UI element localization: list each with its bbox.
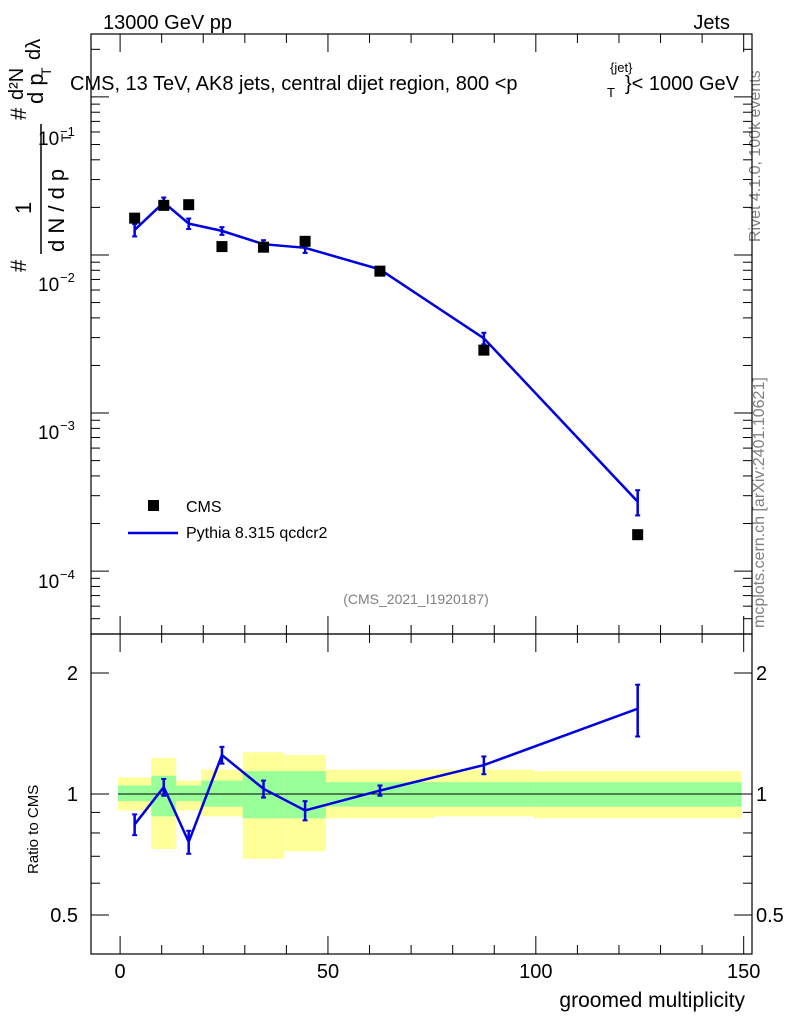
title-tail: }< 1000 GeV [625,73,740,95]
x-tick-label: 100 [519,961,552,983]
ratio-y-tick-label-right: 1 [756,784,767,806]
ratio-y-tick-label: 1 [67,784,78,806]
ytick-exp: −4 [60,567,75,582]
ytick-base: 10 [38,129,59,150]
main-y-ticks [91,34,752,635]
ratio-band-inner [176,785,202,802]
ytick-base: 10 [38,572,59,593]
ratio-y-tick-label-right: 2 [756,663,767,685]
legend-cms-label: CMS [186,499,222,516]
cms-data-point [299,235,311,247]
x-axis-label: groomed multiplicity [559,989,745,1012]
ratio-y-tick-label: 2 [67,663,78,685]
ratio-y-axis-label: Ratio to CMS [25,785,42,874]
ylabel-t: T [58,133,74,142]
ratio-band-inner [118,785,152,802]
ratio-ticks [91,634,752,955]
ylabel-hash2: # [6,107,31,120]
cms-data-point [374,265,386,277]
ylabel-dpt: d p [23,73,48,104]
plot-title: CMS, 13 TeV, AK8 jets, central dijet reg… [70,73,518,95]
ratio-panel [90,633,753,955]
ytick-label-1e-1: 10 −1 [38,124,75,150]
title-sub: T [607,85,615,100]
legend-mc-label: Pythia 8.315 qcdcr2 [186,525,328,542]
ytick-exp: −2 [60,270,75,285]
cms-data-point [129,212,141,224]
ratio-tick-labels: 0.5 0.5 1 1 2 2 0 50 100 150 [50,663,784,983]
ytick-label-1e-4: 10 −4 [38,567,75,593]
x-tick-label: 150 [727,961,760,983]
cms-data-point [216,241,228,253]
header-right: Jets [693,12,730,34]
cms-data-point [478,344,490,356]
legend: CMS Pythia 8.315 qcdcr2 [128,499,328,542]
ylabel-dn: d N / d p [44,169,69,252]
legend-cms-marker [148,500,159,511]
x-tick-label: 0 [115,961,126,983]
main-y-tick-labels: 10 −1 10 −2 10 −3 10 −4 [38,124,75,593]
mc-line [133,200,639,503]
ytick-exp: −1 [60,124,75,139]
ratio-plot-layer [118,683,752,859]
ytick-exp: −3 [60,418,75,433]
ylabel-one: 1 [11,202,36,214]
x-tick-label: 50 [317,961,339,983]
main-frame [90,33,753,635]
title-sup: {jet} [610,60,633,75]
cms-data-point [632,529,644,541]
header-left: 13000 GeV pp [103,12,232,34]
analysis-watermark: (CMS_2021_I1920187) [343,591,489,607]
main-y-axis-label: # 1 d N / d p T # d p T d²N dλ [6,39,74,272]
ratio-y-tick-label: 0.5 [50,905,78,927]
ylabel-dlam: dλ [23,39,45,60]
title-main: CMS, 13 TeV, AK8 jets, central dijet reg… [70,73,518,95]
ylabel-dN: d²N [6,68,28,100]
main-plot-layer [129,196,644,541]
ytick-base: 10 [38,275,59,296]
cms-data-point [158,199,170,211]
ylabel-t2: T [38,67,54,76]
rivet-label: Rivet 4.1.0, 100k events [747,70,764,242]
ylabel-hash: # [6,259,31,272]
cms-data-point [258,241,270,253]
ytick-base: 10 [38,423,59,444]
main-panel [90,33,753,635]
ratio-y-tick-label-right: 0.5 [756,905,784,927]
ytick-label-1e-2: 10 −2 [38,270,75,296]
cms-data-point [183,199,195,211]
ytick-label-1e-3: 10 −3 [38,418,75,444]
mcplots-label: mcplots.cern.ch [arXiv:2401.10621] [751,377,768,628]
